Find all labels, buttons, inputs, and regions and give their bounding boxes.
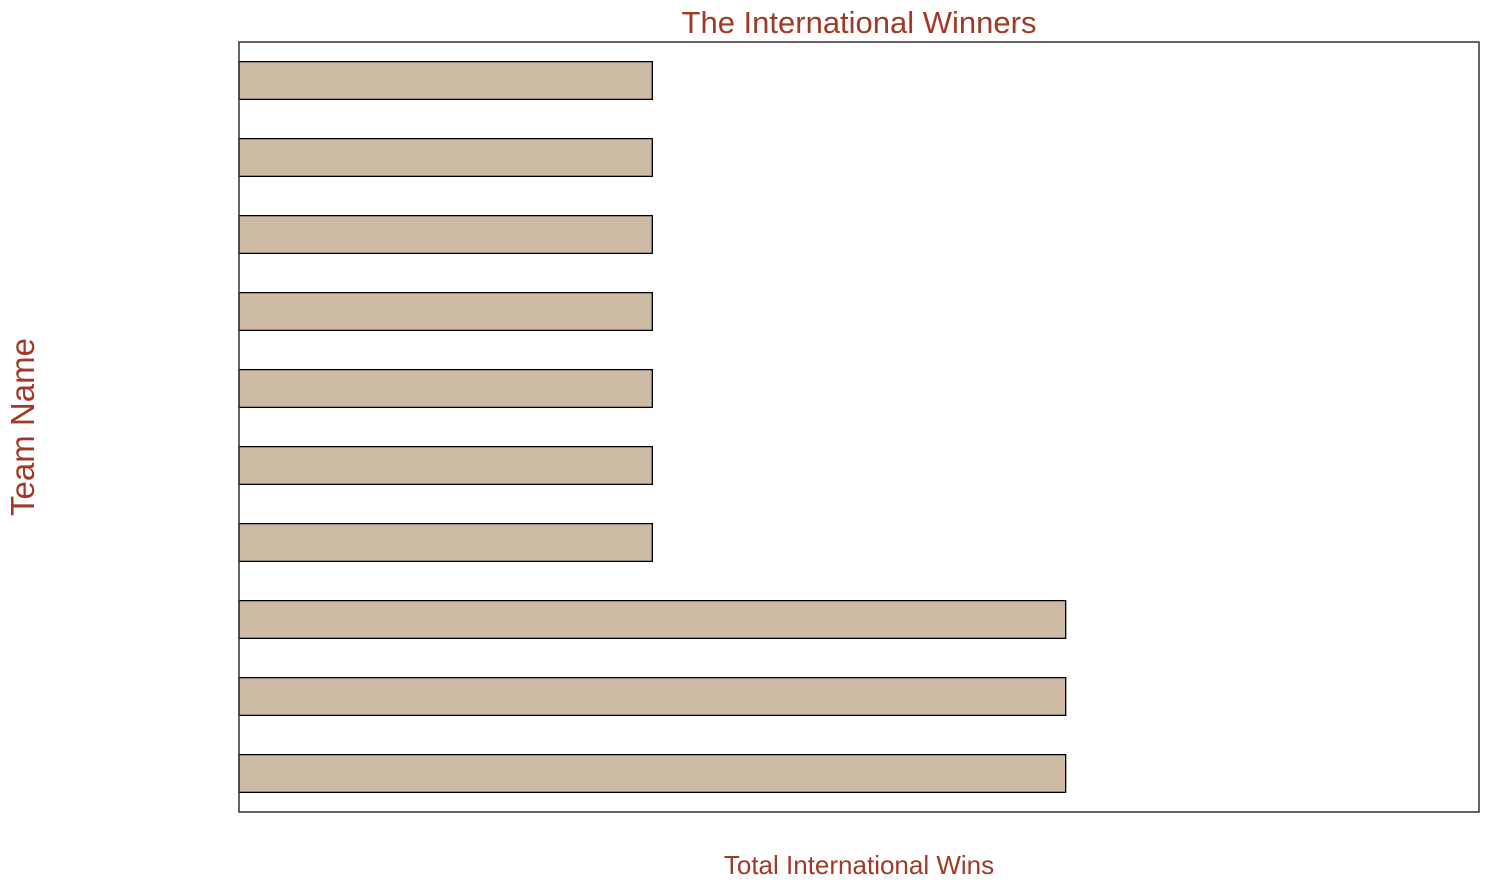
- bar-8: [238, 599, 1067, 640]
- bar-3: [238, 214, 653, 255]
- bar-10: [238, 753, 1067, 794]
- bar-2: [238, 137, 653, 178]
- bar-1: [238, 60, 653, 101]
- plot-frame: [238, 41, 1480, 813]
- bar-9: [238, 676, 1067, 717]
- chart-title: The International Winners: [682, 5, 1037, 40]
- bar-6: [238, 445, 653, 486]
- bar-7: [238, 522, 653, 563]
- bars-group: [238, 60, 1067, 794]
- bar-4: [238, 291, 653, 332]
- bar-5: [238, 368, 653, 409]
- x-axis-label: Total International Wins: [724, 850, 994, 880]
- y-axis-label: Team Name: [4, 338, 41, 516]
